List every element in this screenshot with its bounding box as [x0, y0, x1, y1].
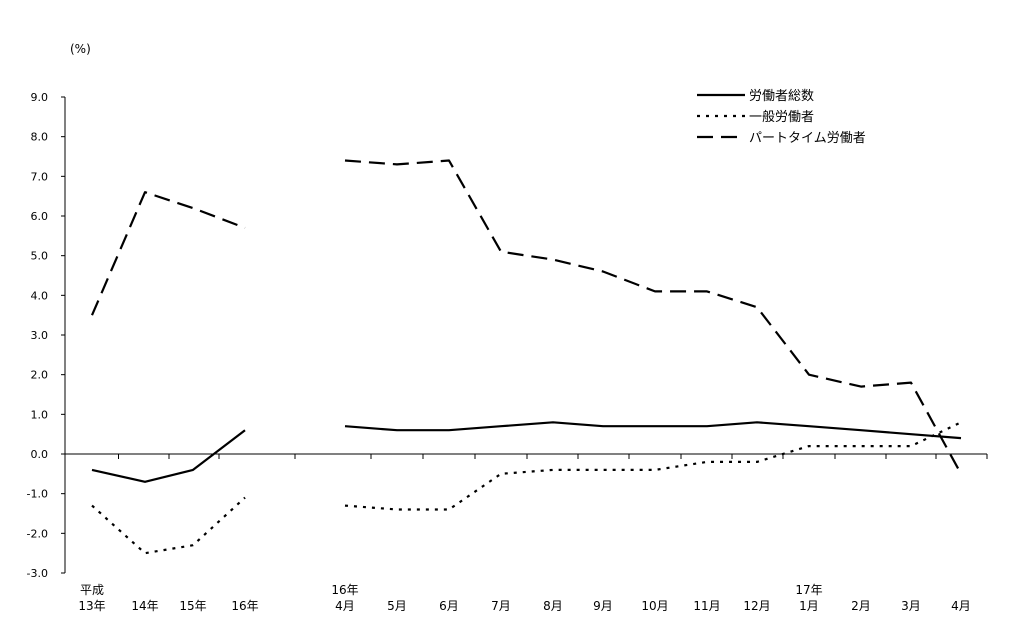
series-lines: [92, 160, 961, 553]
x-tick-label: 4月: [951, 599, 971, 613]
x-tick-label-upper: 17年: [795, 583, 822, 597]
x-tick-label: 7月: [491, 599, 511, 613]
series-line: [92, 498, 245, 554]
series-line: [345, 422, 961, 438]
x-tick-label-upper: 平成: [80, 583, 104, 597]
series-0: [92, 422, 961, 482]
x-tick-label: 11月: [693, 599, 720, 613]
y-tick-label: 0.0: [31, 448, 49, 461]
y-tick-label: 5.0: [31, 250, 49, 263]
x-tick-label-upper: 16年: [331, 583, 358, 597]
series-1: [92, 422, 961, 553]
x-tick-label: 5月: [387, 599, 407, 613]
x-tick-label: 2月: [851, 599, 871, 613]
legend-label: 労働者総数: [749, 89, 814, 104]
x-tick-label: 12月: [743, 599, 770, 613]
x-tick-label: 10月: [641, 599, 668, 613]
x-tick-label: 3月: [901, 599, 921, 613]
y-tick-label: -3.0: [27, 567, 48, 580]
y-axis-unit-label: (%): [70, 42, 91, 56]
x-tick-label: 16年: [231, 599, 258, 613]
y-tick-label: 6.0: [31, 210, 49, 223]
y-tick-labels: 9.0 8.0 7.0 6.0 5.0 4.0 3.0 2.0 1.0 0.0 -1.0 -2.0 -3…: [27, 91, 48, 580]
x-tick-label: 4月: [335, 599, 355, 613]
y-tick-label: 7.0: [31, 170, 49, 183]
y-tick-label: -2.0: [27, 527, 48, 540]
y-tick-label: 4.0: [31, 289, 49, 302]
series-line: [345, 422, 961, 509]
series-line: [92, 192, 245, 315]
legend-label: 一般労働者: [749, 109, 814, 125]
legend-label: パートタイム労働者: [749, 131, 866, 146]
x-tick-label: 8月: [543, 599, 563, 613]
y-tick-label: 8.0: [31, 131, 49, 144]
x-tick-labels: 平成 16年 17年 13年 14年 15年 16年 4月 5月 6月 7月 8月 9月 10月 11月 12…: [78, 583, 970, 613]
y-tick-label: 2.0: [31, 369, 49, 382]
x-tick-label: 14年: [131, 599, 158, 613]
y-tick-label: 3.0: [31, 329, 49, 342]
y-tick-label: 1.0: [31, 408, 49, 421]
y-tick-label: -1.0: [27, 488, 48, 501]
x-tick-label: 6月: [439, 599, 459, 613]
x-tick-label: 9月: [593, 599, 613, 613]
x-tick-label: 15年: [179, 599, 206, 613]
axes: [61, 97, 987, 573]
x-tick-label: 1月: [799, 599, 819, 613]
y-tick-label: 9.0: [31, 91, 49, 104]
x-tick-label: 13年: [78, 599, 105, 613]
